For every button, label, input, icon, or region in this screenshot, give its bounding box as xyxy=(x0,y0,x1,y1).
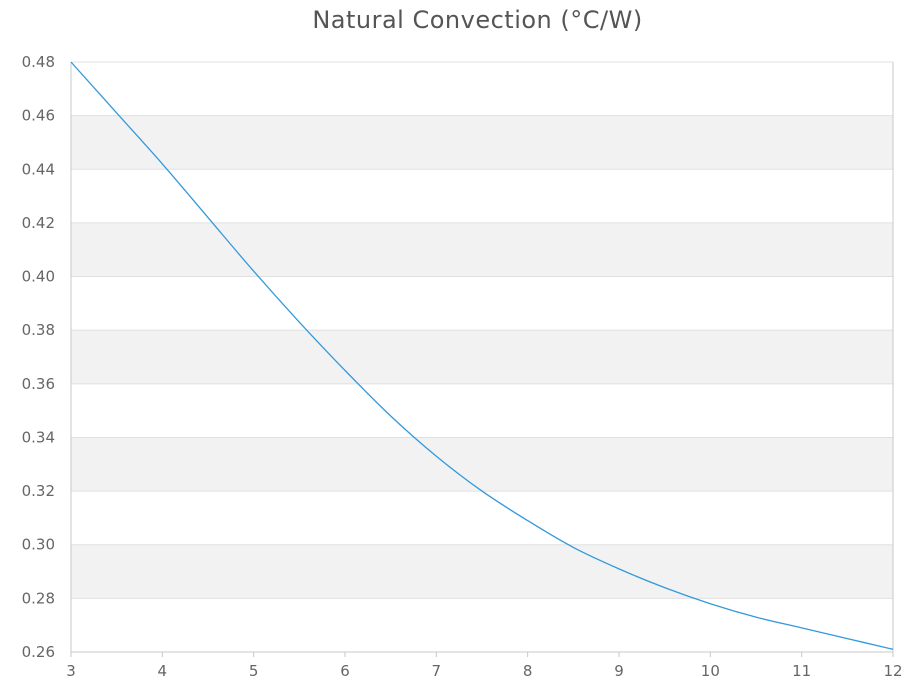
x-tick-label: 3 xyxy=(66,662,76,680)
plot-band xyxy=(71,437,893,492)
x-tick-label: 9 xyxy=(614,662,624,680)
y-tick-label: 0.44 xyxy=(22,160,55,178)
y-tick-label: 0.32 xyxy=(22,482,55,500)
y-tick-label: 0.42 xyxy=(22,214,55,232)
x-tick-label: 5 xyxy=(249,662,259,680)
y-tick-label: 0.26 xyxy=(22,643,55,661)
chart-title: Natural Convection (°C/W) xyxy=(312,6,643,34)
y-tick-label: 0.38 xyxy=(22,321,55,339)
y-tick-label: 0.28 xyxy=(22,589,55,607)
x-tick-label: 6 xyxy=(340,662,350,680)
plot-band xyxy=(71,115,893,170)
y-tick-label: 0.34 xyxy=(22,428,55,446)
x-tick-label: 11 xyxy=(792,662,811,680)
plot-band xyxy=(71,544,893,599)
y-tick-label: 0.48 xyxy=(22,53,55,71)
y-axis-ticks: 0.26 0.28 0.30 0.32 0.34 0.36 0.38 0.40 0.42 0.44… xyxy=(22,53,55,661)
plot-band xyxy=(71,222,893,277)
gridlines xyxy=(71,61,893,653)
axes xyxy=(70,62,894,653)
y-tick-label: 0.40 xyxy=(22,268,55,286)
x-tick-label: 12 xyxy=(883,662,902,680)
x-tick-label: 7 xyxy=(432,662,442,680)
plot-bands xyxy=(71,115,893,599)
x-axis-ticks: 3 4 5 6 7 8 9 10 11 12 xyxy=(66,652,903,680)
x-tick-label: 10 xyxy=(701,662,720,680)
y-tick-label: 0.46 xyxy=(22,107,55,125)
x-tick-label: 4 xyxy=(158,662,168,680)
x-tick-label: 8 xyxy=(523,662,533,680)
y-tick-label: 0.30 xyxy=(22,536,55,554)
y-tick-label: 0.36 xyxy=(22,375,55,393)
plot-band xyxy=(71,330,893,384)
series-line xyxy=(70,61,894,650)
series-layer xyxy=(70,61,894,650)
